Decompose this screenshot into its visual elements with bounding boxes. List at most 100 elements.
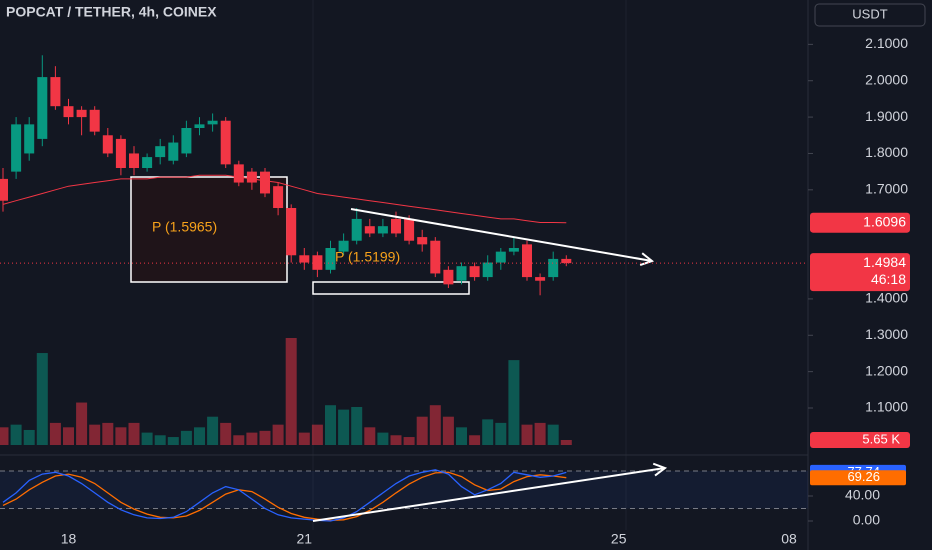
y-tick-label: 1.7000 (865, 181, 908, 197)
candle-body (155, 146, 166, 158)
volume-bar (128, 422, 140, 445)
price-label-box (810, 212, 910, 233)
volume-bar (495, 422, 507, 445)
candle-body (443, 269, 454, 285)
candle-body (11, 124, 22, 172)
candle-body (89, 109, 100, 132)
volume-bar (285, 338, 297, 445)
volume-bar (220, 422, 232, 445)
volume-bar (469, 435, 481, 445)
x-tick-label: 18 (61, 531, 77, 547)
stoch-k-line (2, 469, 567, 522)
volume-bar (534, 422, 546, 445)
volume-bar (272, 424, 284, 445)
candle-body (312, 255, 323, 270)
candle-body (482, 262, 493, 278)
volume-bar (10, 424, 22, 445)
drawn-box (312, 281, 470, 295)
candle-body (469, 266, 480, 278)
x-tick-label: 08 (781, 531, 797, 547)
volume-bar (141, 432, 153, 445)
volume-bar (482, 419, 494, 445)
volume-bar (259, 430, 271, 445)
candle-body (207, 120, 218, 125)
candle-body (417, 237, 428, 245)
volume-bar (442, 416, 454, 445)
volume-bar (180, 430, 192, 445)
volume-bar (36, 353, 48, 445)
candle-body (233, 164, 244, 183)
volume-bar (298, 432, 310, 445)
volume-bar (23, 429, 35, 445)
candle-body (50, 77, 61, 107)
volume-bar (167, 437, 179, 445)
price-label: 1.4984 (863, 254, 906, 270)
y-tick-label: 1.9000 (865, 108, 908, 124)
candle-body (561, 258, 572, 264)
volume-bar (403, 437, 415, 445)
x-tick-label: 25 (611, 531, 627, 547)
volume-bar (49, 422, 61, 445)
moving-average-line (2, 174, 567, 224)
volume-bar (521, 424, 533, 445)
candle-body (0, 178, 8, 201)
volume-bar (508, 360, 520, 445)
candle-body (495, 251, 506, 263)
candle-body (535, 277, 546, 281)
volume-bar (76, 402, 88, 445)
candle-body (273, 186, 284, 208)
volume-bar (246, 432, 258, 445)
candle-body (181, 128, 192, 154)
candle-body (246, 171, 257, 183)
volume-bar (115, 427, 127, 445)
volume-bar (364, 427, 376, 445)
volume-bar (63, 427, 74, 445)
stoch-label: 69.26 (847, 469, 880, 484)
pivot-annotation: P (1.5199) (335, 249, 400, 265)
currency-button-label[interactable]: USDT (852, 6, 887, 21)
candle-body (351, 218, 362, 241)
candle-body (142, 157, 153, 168)
candle-body (129, 153, 139, 168)
chart-title: POPCAT / TETHER, 4h, COINEX (6, 4, 217, 20)
candle-body (286, 208, 297, 256)
candle-body (37, 77, 48, 139)
y-tick-label: 2.1000 (865, 35, 908, 51)
volume-bar (154, 435, 166, 445)
candle-body (260, 171, 270, 194)
price-label-box (810, 253, 910, 292)
volume-bar (338, 409, 350, 445)
volume-bar (207, 416, 219, 445)
volume-bar (311, 424, 323, 445)
volume-bar (377, 432, 389, 445)
candle-body (338, 240, 349, 252)
volume-bar (560, 440, 572, 445)
currency-button[interactable] (814, 3, 926, 27)
volume-bar (325, 405, 336, 445)
volume-label-box (810, 432, 910, 449)
y-tick-label: 1.2000 (865, 362, 908, 378)
volume-bar (547, 424, 559, 445)
candle-body (168, 142, 179, 161)
candle-body (220, 120, 231, 165)
volume-bar (351, 406, 363, 445)
volume-bar (416, 416, 428, 445)
candle-body (548, 258, 559, 278)
countdown-label: 46:18 (871, 271, 906, 287)
stoch-tick-label: 0.00 (853, 512, 880, 528)
candle-body (377, 226, 388, 234)
candle-body (430, 240, 441, 274)
candle-body (102, 135, 113, 154)
y-tick-label: 2.0000 (865, 71, 908, 87)
volume-bar (233, 435, 245, 445)
candle-body (391, 218, 401, 234)
candle-body (63, 106, 74, 118)
stoch-d-line (2, 471, 567, 522)
trend-line (312, 468, 665, 522)
stoch-tick-label: 40.00 (845, 487, 880, 503)
stoch-band-fill (0, 471, 808, 509)
y-tick-label: 1.8000 (865, 144, 908, 160)
candle-body (364, 226, 375, 234)
